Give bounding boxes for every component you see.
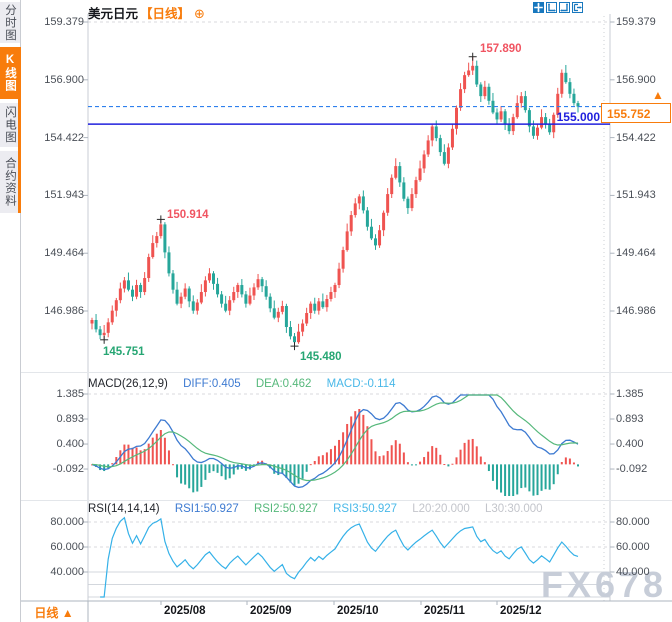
annotation-low-145751: 145.751 (103, 346, 145, 358)
axis-scale-right-icon[interactable] (559, 2, 570, 13)
macd-hist-value: MACD:-0.114 (326, 378, 396, 390)
rsi1-value: RSI1:50.927 (174, 503, 239, 515)
axis-label: 146.986 (44, 305, 84, 317)
axis-label: 156.900 (44, 73, 84, 86)
axis-label: 154.422 (44, 131, 84, 144)
rsi-title: RSI(14,14,14) (88, 503, 160, 515)
axis-label: 40.000 (616, 566, 650, 578)
axis-scale-left-icon[interactable] (546, 2, 557, 13)
date-label: 2025/12 (500, 605, 542, 617)
axis-label: -0.092 (616, 463, 648, 476)
period-tag: 【日线】 (140, 7, 191, 21)
watermark: FX678 (541, 564, 668, 605)
chart-title: 美元日元 【日线】 ⊕ (88, 3, 205, 22)
symbol-name: 美元日元 (88, 7, 139, 21)
date-label: 2025/09 (250, 605, 292, 617)
axis-label: 159.379 (44, 16, 84, 28)
sidebar-tab-timeline[interactable]: 分时图 (0, 2, 20, 43)
axis-label: 156.900 (616, 73, 656, 86)
axis-label: 80.000 (50, 516, 84, 528)
rsi-l30-value: L30:30.000 (485, 503, 543, 515)
last-price-box: 155.752 (601, 103, 671, 123)
horizontal-price-label: 155.000 (556, 110, 600, 124)
axis-label: 149.464 (616, 247, 656, 260)
exit-chart-icon[interactable] (572, 2, 583, 13)
rsi-header-row: RSI(14,14,14) RSI1:50.927 RSI2:50.927 RS… (88, 503, 555, 515)
axis-label: 60.000 (50, 541, 84, 553)
price-up-arrow-icon: ▲ (652, 88, 664, 102)
axis-label: 0.893 (56, 412, 84, 425)
sidebar-tab-lightning[interactable]: 闪电图 (0, 103, 20, 147)
annotation-high-157: 157.890 (480, 43, 522, 55)
sidebar-tab-contract-info[interactable]: 合约资料 (0, 151, 20, 213)
axis-label: -0.092 (52, 463, 84, 476)
axis-label: 1.385 (56, 388, 84, 400)
sidebar-tab-candlestick[interactable]: K线图 (0, 47, 20, 99)
axis-label: 154.422 (616, 131, 656, 144)
macd-title: MACD(26,12,9) (88, 378, 168, 390)
axis-label: 60.000 (616, 541, 650, 553)
axis-label: 40.000 (50, 566, 84, 578)
axis-label: 151.943 (44, 189, 84, 202)
axis-label: 0.400 (56, 438, 84, 451)
date-label: 2025/10 (337, 605, 379, 617)
rsi-l20-value: L20:20.000 (412, 503, 470, 515)
date-label: 2025/08 (164, 605, 206, 617)
period-arrow-icon: ▲ (61, 606, 74, 620)
macd-header-row: MACD(26,12,9) DIFF:0.405 DEA:0.462 MACD:… (88, 378, 407, 390)
period-selector-tab[interactable]: 日线 ▲ (20, 604, 88, 621)
sidebar: 分时图 K线图 闪电图 合约资料 (0, 0, 21, 622)
rsi2-value: RSI2:50.927 (253, 503, 318, 515)
axis-label: 146.986 (616, 305, 656, 317)
rsi3-value: RSI3:50.927 (333, 503, 398, 515)
axis-label: 80.000 (616, 516, 650, 528)
chart-toolbar (533, 2, 583, 13)
macd-dea-value: DEA:0.462 (255, 378, 312, 390)
axis-label: 0.400 (616, 438, 644, 451)
axis-label: 151.943 (616, 189, 656, 202)
macd-diff-value: DIFF:0.405 (183, 378, 241, 390)
annotation-low-145480: 145.480 (300, 351, 342, 363)
period-label: 日线 (34, 606, 59, 620)
pan-crosshair-icon[interactable] (533, 2, 544, 13)
axis-label: 149.464 (44, 247, 84, 260)
axis-label: 0.893 (616, 412, 644, 425)
axis-label: 1.385 (616, 388, 644, 400)
axis-label: 159.379 (616, 16, 656, 28)
add-indicator-icon[interactable]: ⊕ (194, 6, 205, 21)
annotation-high-150: 150.914 (167, 209, 209, 221)
active-tab-indicator (18, 47, 21, 213)
date-label: 2025/11 (424, 605, 465, 617)
